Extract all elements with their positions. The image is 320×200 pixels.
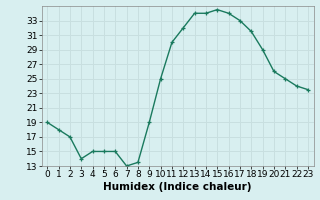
X-axis label: Humidex (Indice chaleur): Humidex (Indice chaleur) — [103, 182, 252, 192]
